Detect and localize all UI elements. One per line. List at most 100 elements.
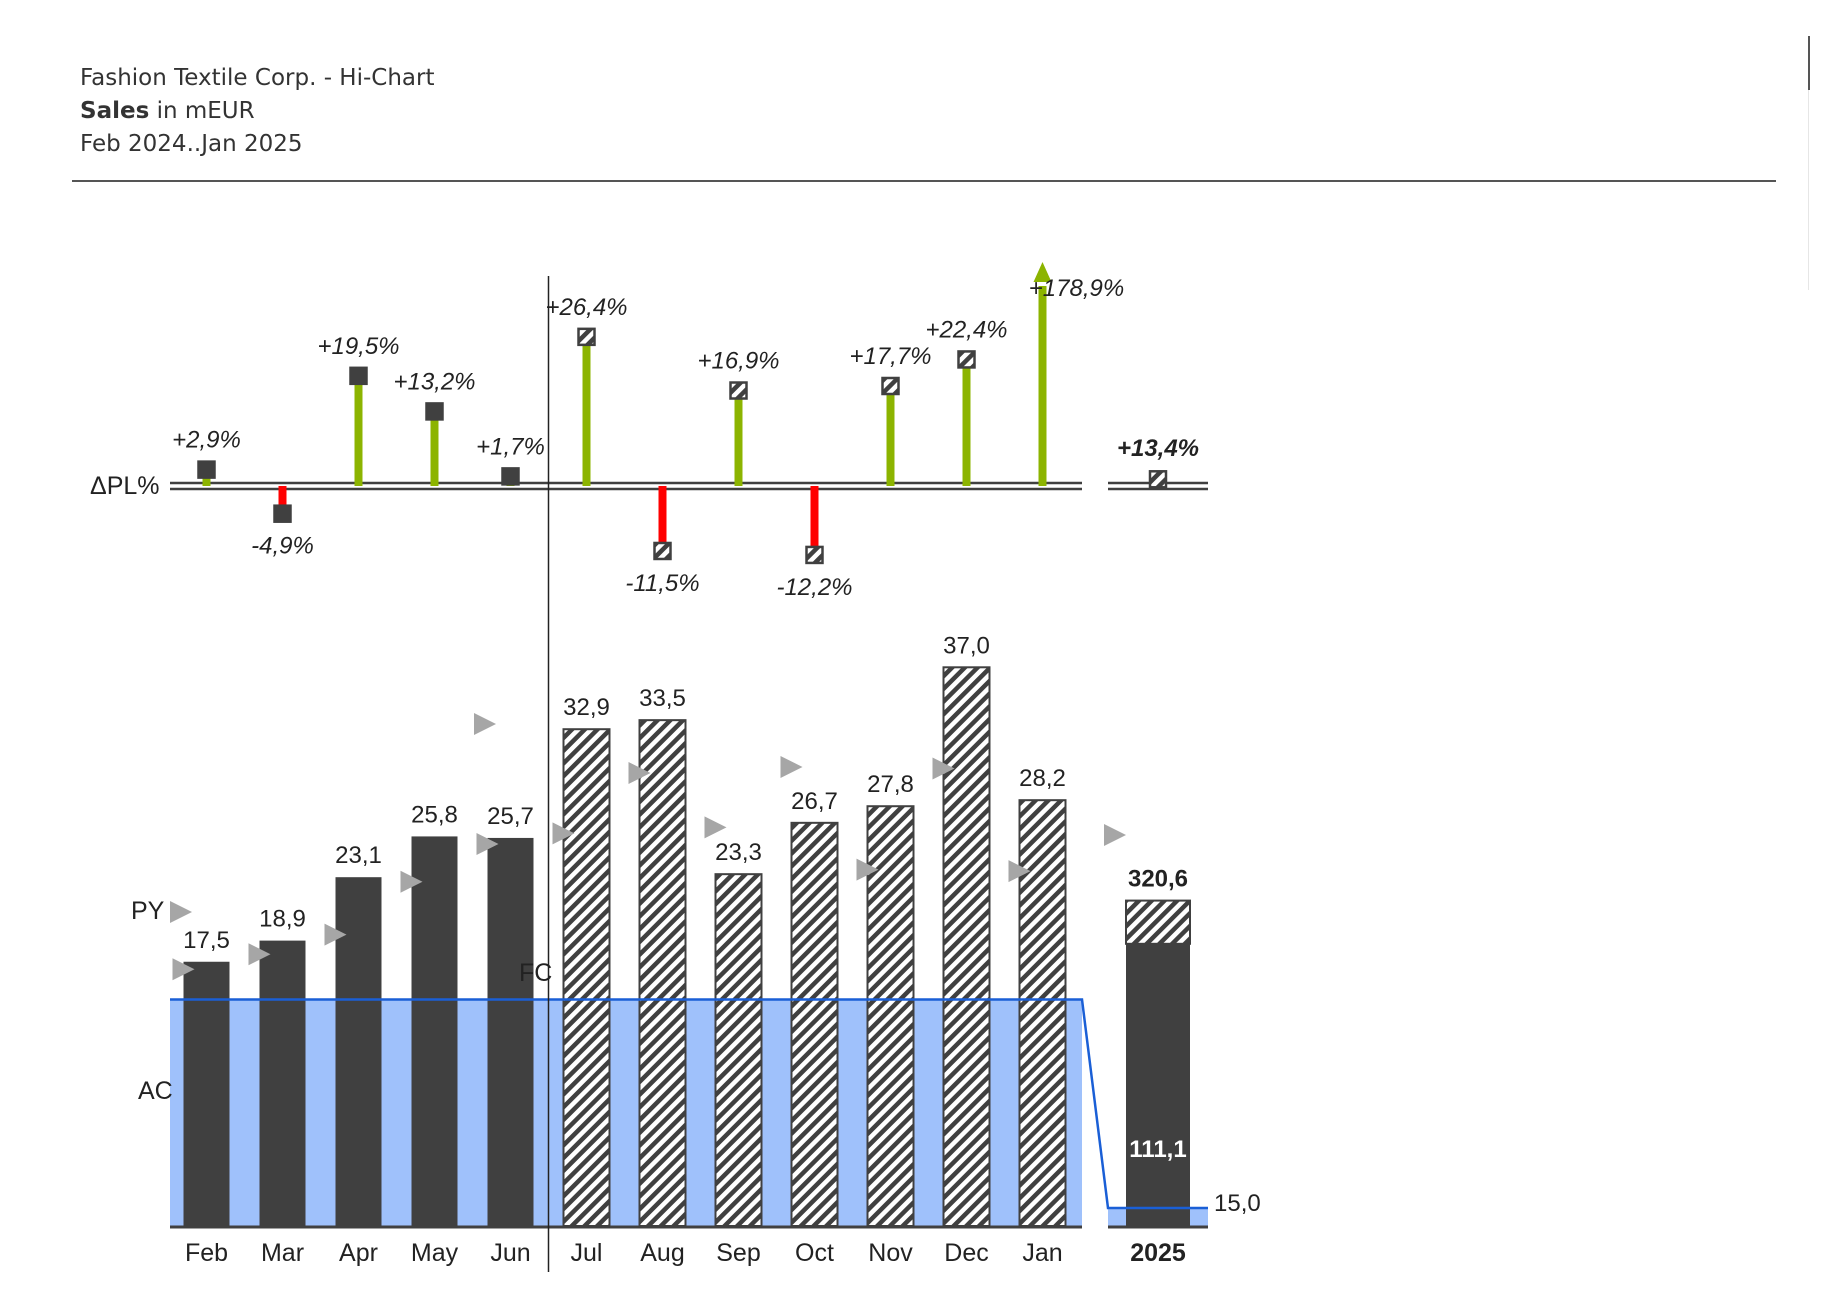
py-marker-aug xyxy=(628,762,651,784)
py-series-label: PY xyxy=(131,897,165,925)
delta-pin-oct xyxy=(810,486,819,555)
value-label-dec: 37,0 xyxy=(943,632,990,659)
bar-oct xyxy=(790,821,839,1228)
py-marker-dec xyxy=(932,757,955,780)
value-label-nov: 27,8 xyxy=(867,771,914,798)
value-label-apr: 23,1 xyxy=(335,842,382,869)
bar-feb xyxy=(183,961,230,1226)
delta-label-may: +13,2% xyxy=(393,368,475,395)
py-marker-jan xyxy=(1008,860,1031,883)
delta-label-mar: -4,9% xyxy=(251,533,314,560)
tick-label-oct: Oct xyxy=(795,1239,834,1267)
delta-pin-jan xyxy=(1038,286,1047,486)
delta-label-jun: +1,7% xyxy=(476,433,545,460)
bar-apr xyxy=(335,877,382,1226)
delta-label-sep: +16,9% xyxy=(697,348,779,375)
total-budget-label: 15,0 xyxy=(1214,1190,1261,1217)
header-divider xyxy=(72,180,1776,182)
delta-head-mar xyxy=(273,504,292,523)
delta-head-sep xyxy=(729,381,748,400)
bar-jul xyxy=(562,728,611,1228)
company-title: Fashion Textile Corp. - Hi-Chart xyxy=(80,65,435,91)
py-marker-jun xyxy=(476,832,499,855)
tick-label-feb: Feb xyxy=(185,1239,228,1267)
window-edge-line xyxy=(1808,90,1809,290)
bar-dec xyxy=(942,666,991,1227)
delta-overflow-arrow-jan xyxy=(1033,262,1052,282)
delta-label-feb: +2,9% xyxy=(172,427,241,454)
delta-pin-jul xyxy=(582,336,591,486)
labels-layer: 17,5 18,9 23,1 25,8 25,7 32,9 33,5 23,3 26,7 27,8… xyxy=(170,276,1261,1272)
delta-head-jun xyxy=(501,467,520,486)
value-label-mar: 18,9 xyxy=(259,906,306,933)
tick-label-jul: Jul xyxy=(571,1239,603,1267)
py-marker-total xyxy=(1104,824,1126,846)
value-label-jul: 32,9 xyxy=(563,694,610,721)
tick-label-apr: Apr xyxy=(339,1239,378,1267)
budget-line xyxy=(170,998,1208,1210)
tick-label-jun: Jun xyxy=(490,1239,530,1267)
delta-pin-dec xyxy=(962,359,971,486)
delta-head-feb xyxy=(197,460,216,479)
delta-axis-label: ΔPL% xyxy=(90,472,160,500)
window-edge-marker xyxy=(1808,36,1810,90)
py-marker-nov xyxy=(856,858,879,881)
value-label-jun: 25,7 xyxy=(487,803,534,830)
py-legend-marker xyxy=(170,901,192,923)
bar-mar xyxy=(259,940,306,1226)
delta-pin-apr xyxy=(354,375,363,486)
py-marker-mar xyxy=(248,943,271,966)
delta-head-apr xyxy=(349,366,368,386)
tick-label-jan: Jan xyxy=(1022,1239,1062,1267)
bars-layer xyxy=(170,666,1208,1229)
chart-header: Fashion Textile Corp. - Hi-Chart Sales i… xyxy=(80,62,435,161)
delta-pin-sep xyxy=(734,390,743,486)
fc-separator-label: FC xyxy=(519,959,552,987)
value-label-sep: 23,3 xyxy=(715,839,762,866)
total-bar-forecast xyxy=(1125,899,1191,945)
delta-label-dec: +22,4% xyxy=(925,316,1007,343)
measure-title: Sales in mEUR xyxy=(80,95,435,128)
measure-name: Sales xyxy=(80,98,150,124)
total-ac-label: 111,1 xyxy=(1129,1136,1186,1163)
py-marker-oct xyxy=(780,755,803,778)
delta-label-aug: -11,5% xyxy=(625,570,699,597)
bar-jan xyxy=(1018,799,1067,1227)
tick-label-dec: Dec xyxy=(944,1239,988,1267)
delta-head-jul xyxy=(577,327,596,347)
delta-head-may xyxy=(425,402,444,421)
delta-pin-mar xyxy=(278,486,287,514)
value-label-feb: 17,5 xyxy=(183,927,230,954)
py-marker-sep xyxy=(704,816,727,839)
bar-jun xyxy=(487,837,534,1226)
total-delta-label: +13,4% xyxy=(1117,435,1199,462)
budget-line-layer xyxy=(170,998,1208,1210)
delta-pin-nov xyxy=(886,385,895,486)
bar-aug xyxy=(638,719,687,1228)
measure-unit: in mEUR xyxy=(149,98,255,124)
total-delta-head xyxy=(1148,470,1168,489)
ac-series-label: AC xyxy=(138,1077,173,1105)
delta-label-apr: +19,5% xyxy=(317,333,399,360)
delta-label-oct: -12,2% xyxy=(776,574,852,601)
delta-pin-aug xyxy=(658,486,667,551)
py-marker-feb xyxy=(172,958,195,981)
delta-label-jan: +178,9% xyxy=(1029,275,1124,302)
delta-head-dec xyxy=(957,350,976,369)
delta-head-oct xyxy=(805,545,824,565)
py-marker-jul xyxy=(552,822,575,845)
value-label-oct: 26,7 xyxy=(791,788,838,815)
delta-pin-may xyxy=(430,411,439,486)
py-marker-apr xyxy=(324,923,347,946)
tick-label-aug: Aug xyxy=(640,1239,684,1267)
value-label-jan: 28,2 xyxy=(1019,765,1066,792)
delta-head-nov xyxy=(881,376,900,396)
delta-head-aug xyxy=(653,541,672,561)
period-title: Feb 2024..Jan 2025 xyxy=(80,131,303,157)
value-label-may: 25,8 xyxy=(411,801,458,828)
value-label-aug: 33,5 xyxy=(639,685,686,712)
delta-layer: +2,9% -4,9% +19,5% +13,2% +1,7% +26,4% -11,5% +… xyxy=(170,262,1208,601)
total-bar-actual xyxy=(1126,943,1190,1226)
delta-label-jul: +26,4% xyxy=(545,294,627,321)
